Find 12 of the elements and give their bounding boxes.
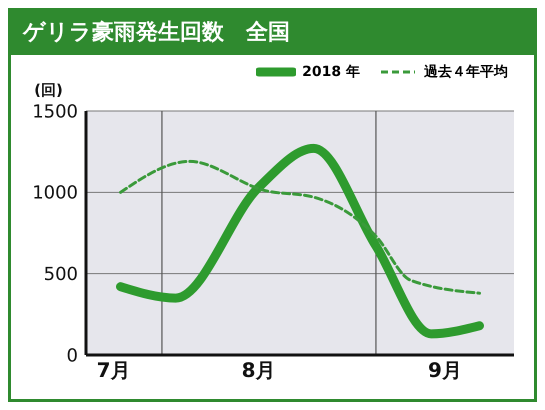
legend-label: 2018 年 (302, 63, 360, 81)
x-tick-label: 8月 (242, 358, 276, 382)
y-tick-label: 1500 (32, 101, 78, 122)
x-tick-label: 9月 (428, 358, 462, 382)
chart-title: ゲリラ豪雨発生回数 全国 (11, 11, 534, 55)
y-tick-label: 1000 (32, 182, 78, 204)
y-axis-title: (回) (34, 81, 63, 99)
line-series (119, 160, 481, 295)
x-tick-label: 7月 (96, 358, 131, 382)
legend-label: 過去４年平均 (424, 63, 508, 81)
y-tick-label: 500 (44, 264, 78, 286)
y-tick-label: 0 (66, 345, 78, 366)
